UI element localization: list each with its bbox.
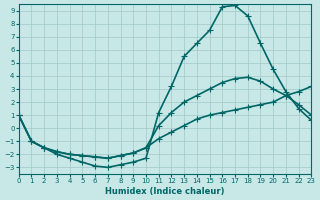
X-axis label: Humidex (Indice chaleur): Humidex (Indice chaleur)	[105, 187, 225, 196]
